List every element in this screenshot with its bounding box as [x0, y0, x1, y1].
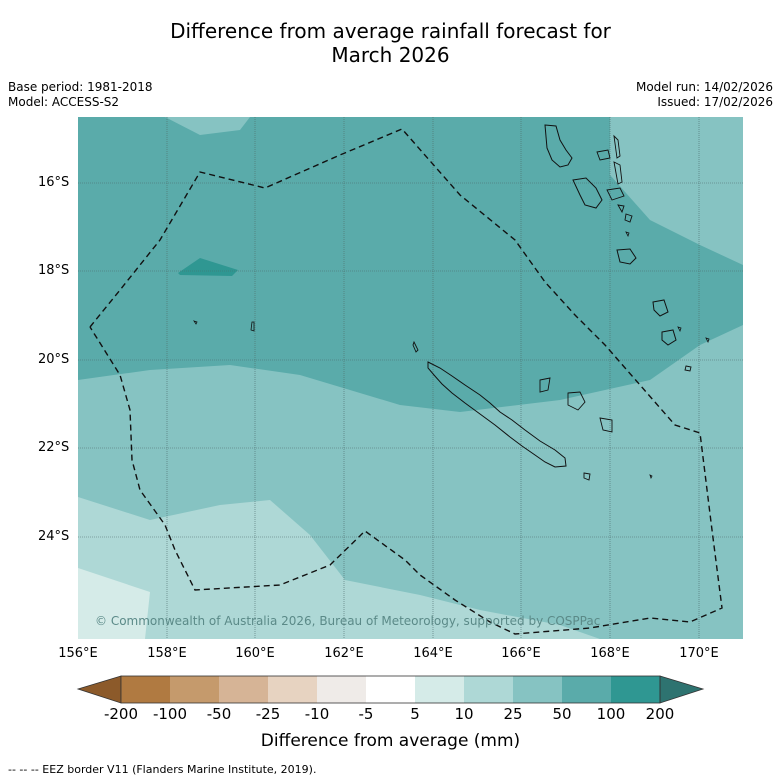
- colorbar-seg: [219, 676, 268, 703]
- lon-label: 156°E: [58, 646, 98, 661]
- colorbar-label: 100: [596, 705, 626, 723]
- colorbar-label: -200: [103, 705, 139, 723]
- tanna-island: [661, 329, 677, 346]
- lon-label: 168°E: [590, 646, 630, 661]
- lon-label: 166°E: [501, 646, 541, 661]
- lon-label: 170°E: [679, 646, 719, 661]
- malekula-island: [572, 177, 603, 209]
- islet: [193, 320, 198, 325]
- shepherd-islet: [624, 213, 633, 223]
- colorbar-label: -100: [152, 705, 188, 723]
- colorbar-label: 50: [552, 705, 572, 723]
- islet: [677, 326, 682, 333]
- mare-island: [599, 417, 613, 433]
- ouvea-island: [539, 377, 551, 393]
- colorbar-label: 5: [410, 705, 420, 723]
- lat-label: 18°S: [38, 263, 70, 278]
- gridlines: [78, 117, 743, 639]
- zone-100-200: [178, 258, 238, 276]
- colorbar-seg: [366, 676, 415, 703]
- lifou-island: [567, 391, 586, 411]
- islet: [649, 474, 653, 480]
- efate-island: [616, 248, 637, 265]
- islet: [625, 231, 630, 238]
- lat-label: 22°S: [38, 440, 70, 455]
- meta-right: Model run: 14/02/2026 Issued: 17/02/2026: [636, 80, 773, 110]
- colorbar-seg: [415, 676, 464, 703]
- map-title: Difference from average rainfall forecas…: [0, 19, 781, 67]
- zone-50-100: [78, 117, 743, 412]
- colorbar-label: 10: [454, 705, 474, 723]
- meta-left: Base period: 1981-2018 Model: ACCESS-S2: [8, 80, 153, 110]
- colorbar-title: Difference from average (mm): [260, 731, 521, 751]
- colorbar-label: -50: [206, 705, 232, 723]
- colorbar-label: -10: [304, 705, 330, 723]
- islet: [705, 337, 710, 344]
- aneityum-island: [684, 365, 692, 372]
- pentecost-north: [613, 134, 621, 159]
- lat-label: 24°S: [38, 529, 70, 544]
- colorbar-seg: [317, 676, 366, 703]
- pentecost-island: [613, 161, 623, 185]
- colorbar-seg: [268, 676, 317, 703]
- erromango-island: [652, 299, 669, 317]
- colorbar-extend-high: [659, 675, 705, 704]
- eez-border: [89, 128, 723, 635]
- zone-10-25: [78, 497, 600, 639]
- eez-footnote: -- -- -- EEZ border V11 (Flanders Marine…: [8, 763, 317, 776]
- zone-5-10: [78, 568, 150, 639]
- colorbar-seg: [562, 676, 611, 703]
- colorbar-outline: [120, 675, 661, 704]
- lat-label: 20°S: [38, 352, 70, 367]
- new-caledonia-island: [427, 361, 567, 468]
- colorbar-extend-low: [76, 675, 122, 704]
- copyright-notice: © Commonwealth of Australia 2026, Bureau…: [95, 614, 601, 628]
- maewo-island: [596, 149, 611, 161]
- lon-label: 164°E: [413, 646, 453, 661]
- isle-of-pines: [583, 472, 591, 481]
- epi-island: [617, 204, 625, 214]
- colorbar-label: -5: [358, 705, 374, 723]
- map-area: [78, 117, 743, 639]
- ambrym-island: [606, 187, 625, 201]
- islet: [412, 340, 419, 353]
- title-line-2: March 2026: [331, 43, 450, 67]
- colorbar-seg: [513, 676, 562, 703]
- title-line-1: Difference from average rainfall forecas…: [170, 19, 611, 43]
- base-period: Base period: 1981-2018: [8, 80, 153, 94]
- zone-10-25-sliver: [200, 590, 250, 600]
- colorbar-label: 200: [645, 705, 675, 723]
- colorbar-seg: [464, 676, 513, 703]
- colorbar-seg: [170, 676, 219, 703]
- lat-label: 16°S: [38, 175, 70, 190]
- chesterfield-reef: [250, 321, 255, 332]
- colorbar-seg: [611, 676, 660, 703]
- lon-label: 160°E: [235, 646, 275, 661]
- colorbar: [76, 675, 705, 704]
- model-name: Model: ACCESS-S2: [8, 95, 120, 109]
- colorbar-seg: [121, 676, 170, 703]
- model-run: Model run: 14/02/2026: [635, 80, 773, 94]
- lon-label: 158°E: [147, 646, 187, 661]
- lon-label: 162°E: [324, 646, 364, 661]
- issued-date: Issued: 17/02/2026: [657, 95, 773, 109]
- colorbar-label: -25: [255, 705, 281, 723]
- espiritu-santo-island: [544, 124, 573, 168]
- colorbar-label: 25: [503, 705, 523, 723]
